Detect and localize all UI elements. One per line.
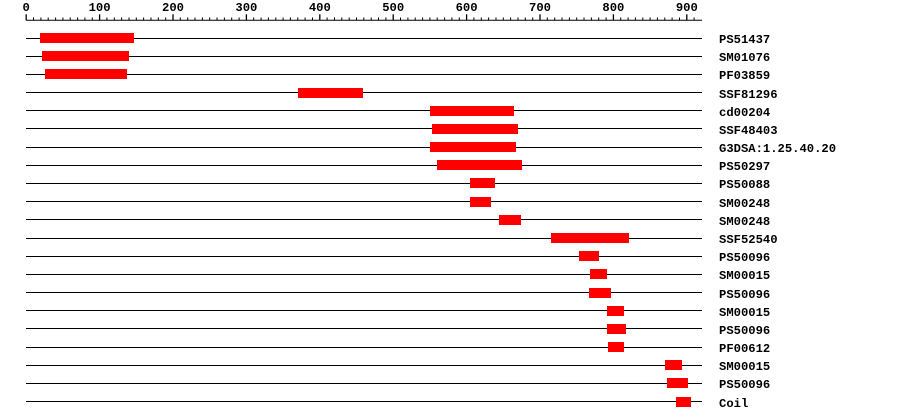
svg-text:300: 300 <box>235 1 257 15</box>
svg-text:100: 100 <box>89 1 111 15</box>
svg-text:700: 700 <box>529 1 551 15</box>
svg-text:0: 0 <box>23 1 30 15</box>
svg-text:500: 500 <box>382 1 404 15</box>
svg-text:600: 600 <box>456 1 478 15</box>
svg-text:800: 800 <box>602 1 624 15</box>
svg-text:900: 900 <box>676 1 698 15</box>
svg-text:200: 200 <box>162 1 184 15</box>
svg-text:400: 400 <box>309 1 331 15</box>
